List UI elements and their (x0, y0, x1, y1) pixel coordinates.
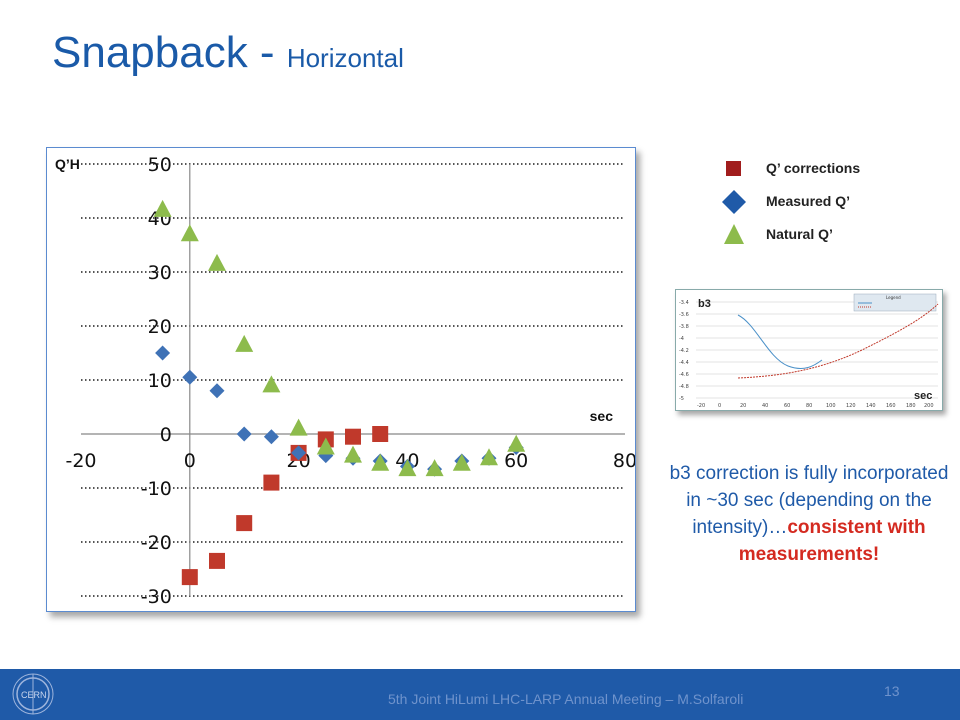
conclusion-note: b3 correction is fully incorporated in ~… (668, 460, 950, 568)
x-tick-label: -20 (65, 450, 96, 472)
inset-ylabel: b3 (698, 298, 711, 310)
inset-xtick: 120 (846, 403, 856, 409)
measured-point (209, 383, 225, 399)
natural-point (425, 459, 444, 477)
inset-xtick: 200 (924, 403, 934, 409)
inset-xtick: 180 (906, 403, 916, 409)
y-tick-label: 30 (148, 262, 172, 284)
red-square-icon (726, 161, 741, 176)
inset-xtick: 140 (866, 403, 876, 409)
natural-point (398, 459, 417, 477)
inset-ytick: -3.6 (679, 312, 689, 318)
y-tick-label: 10 (148, 370, 172, 392)
inset-red-curve (737, 303, 939, 379)
y-tick-label: -10 (141, 478, 172, 500)
inset-xtick: 160 (886, 403, 896, 409)
inset-ytick: -4 (679, 336, 684, 342)
title-main: Snapback (52, 28, 248, 77)
legend-label-natural: Natural Q’ (766, 226, 833, 242)
correction-point (236, 515, 253, 532)
note-emphasis: consistent with measurements! (738, 517, 926, 565)
natural-point (452, 453, 471, 471)
inset-xtick: 40 (762, 403, 768, 409)
inset-xlabel: sec (914, 390, 932, 402)
logo-text: CERN (21, 690, 47, 700)
natural-point (289, 418, 308, 436)
natural-point (507, 434, 526, 452)
natural-point (262, 375, 281, 393)
natural-point (480, 448, 498, 466)
inset-blue-curve (737, 314, 823, 369)
y-tick-label: 20 (148, 316, 172, 338)
measured-point (291, 445, 307, 461)
natural-point (153, 199, 172, 217)
blue-diamond-icon (722, 190, 746, 214)
inset-ytick: -4.8 (679, 384, 689, 390)
measured-point (263, 429, 279, 445)
title-separator: - (247, 28, 287, 77)
natural-point (316, 437, 335, 455)
inset-xtick: 100 (826, 403, 836, 409)
natural-point (208, 253, 226, 271)
measured-point (155, 345, 171, 361)
cern-logo-icon: CERN (12, 673, 54, 715)
inset-ytick: -3.4 (679, 300, 689, 306)
x-axis-label: sec (590, 408, 614, 424)
inset-svg: -3.4 -3.6 -3.8 -4 -4.2 -4.4 -4.6 -4.8 -5… (676, 290, 942, 410)
y-tick-label: -30 (141, 586, 172, 608)
title-subtitle: Horizontal (286, 43, 404, 73)
correction-point (345, 428, 361, 445)
b3-inset-plot: -3.4 -3.6 -3.8 -4 -4.2 -4.4 -4.6 -4.8 -5… (675, 289, 943, 411)
footer-text: 5th Joint HiLumi LHC-LARP Annual Meeting… (388, 691, 744, 707)
footer-bar: CERN 5th Joint HiLumi LHC-LARP Annual Me… (0, 669, 960, 720)
inset-ytick: -5 (679, 396, 684, 402)
inset-legend-box (853, 293, 937, 312)
natural-point (344, 445, 362, 463)
inset-xtick: 20 (740, 403, 746, 409)
x-tick-label: 80 (613, 450, 635, 472)
slide-title: Snapback - Horizontal (52, 28, 404, 78)
inset-xtick: 80 (806, 403, 812, 409)
x-tick-label: 60 (504, 450, 528, 472)
natural-point (371, 453, 390, 471)
inset-xtick: -20 (697, 403, 705, 409)
correction-point (372, 426, 389, 442)
y-tick-label: 50 (148, 154, 172, 176)
legend-label-corrections: Q’ corrections (766, 160, 861, 176)
x-tick-label: 0 (184, 450, 196, 472)
page-number: 13 (884, 683, 900, 699)
inset-ytick: -3.8 (679, 324, 689, 330)
correction-point (263, 474, 280, 491)
y-tick-label: -20 (141, 532, 172, 554)
green-triangle-icon (724, 224, 744, 244)
y-tick-label: 0 (160, 424, 172, 446)
natural-point (180, 224, 199, 242)
inset-legend-title: Legend (886, 295, 901, 300)
inset-xtick: 0 (718, 403, 721, 409)
inset-ytick: -4.6 (679, 372, 689, 378)
natural-point (235, 334, 254, 352)
correction-point (181, 569, 198, 586)
y-axis-label: Q’H (55, 156, 80, 172)
correction-point (209, 552, 225, 569)
legend-label-measured: Measured Q’ (766, 193, 851, 209)
inset-ytick: -4.2 (679, 348, 689, 354)
note-text: b3 correction is fully incorporated in ~… (669, 463, 949, 538)
inset-ytick: -4.4 (679, 360, 689, 366)
measured-point (236, 426, 252, 442)
inset-xtick: 60 (784, 403, 790, 409)
measured-point (182, 369, 198, 385)
